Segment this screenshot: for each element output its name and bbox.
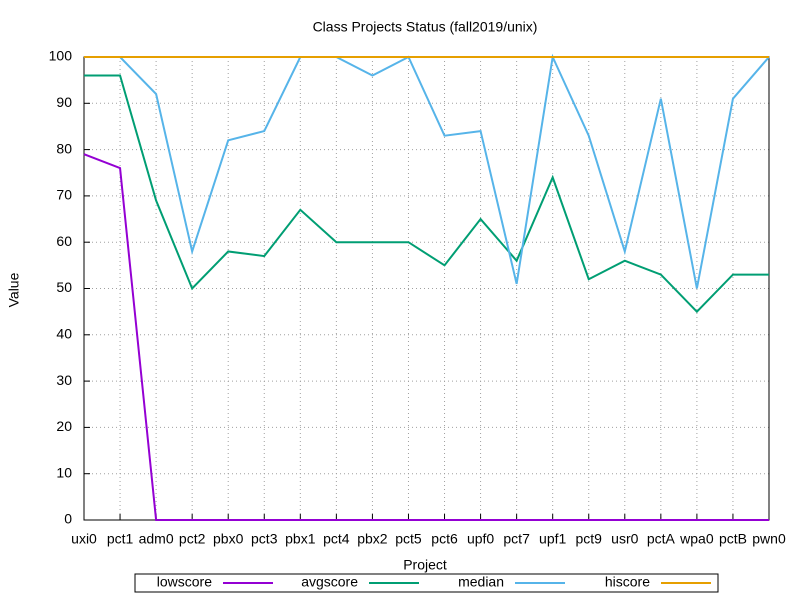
x-tick-label: pct3 [251,531,278,547]
x-tick-label: usr0 [611,531,638,547]
y-tick-label: 30 [56,372,72,388]
series-line [84,53,770,289]
x-tick-label: pct6 [431,531,458,547]
y-tick-label: 70 [56,187,72,203]
series-line [83,153,769,521]
x-tick-label: wpa0 [679,531,714,547]
x-tick-label: upf1 [539,531,566,547]
y-tick-label: 10 [56,464,72,480]
x-tick-label: upf0 [467,531,494,547]
y-tick-label: 20 [56,418,72,434]
legend-label: median [458,574,504,590]
x-tick-label: pwn0 [752,531,786,547]
y-tick-label: 100 [49,48,73,64]
x-tick-label: pbx2 [357,531,388,547]
x-tick-label: pct9 [576,531,603,547]
x-tick-label: pct2 [179,531,206,547]
y-tick-label: 60 [56,233,72,249]
x-tick-label: pct1 [107,531,134,547]
y-tick-label: 0 [64,511,72,527]
legend-box [134,573,719,593]
x-tick-label: pct4 [323,531,350,547]
series-line [84,74,769,314]
y-axis-label: Value [6,272,22,307]
legend-label: lowscore [157,574,212,590]
x-tick-label: pct7 [503,531,530,547]
x-tick-label: uxi0 [71,531,97,547]
x-tick-label: pbx1 [285,531,316,547]
y-tick-label: 80 [56,140,72,156]
y-tick-label: 50 [56,279,72,295]
x-tick-label: pctB [719,531,747,547]
x-tick-label: pctA [647,531,676,547]
x-axis-label: Project [403,557,447,573]
x-tick-label: pbx0 [213,531,244,547]
chart-title: Class Projects Status (fall2019/unix) [313,19,538,35]
y-tick-label: 40 [56,326,72,342]
x-tick-label: pct5 [395,531,422,547]
legend-label: hiscore [605,574,650,590]
y-tick-label: 90 [56,94,72,110]
legend-label: avgscore [301,574,358,590]
x-tick-label: adm0 [139,531,174,547]
